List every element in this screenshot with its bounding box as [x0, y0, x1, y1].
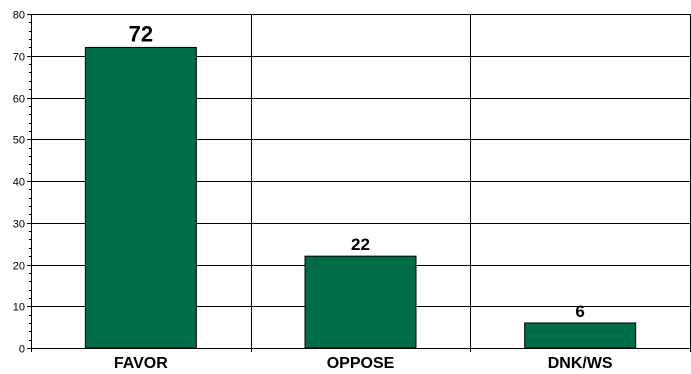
- data-label: 22: [351, 235, 370, 254]
- axes: [27, 14, 32, 349]
- y-tick-label: 70: [13, 52, 25, 64]
- x-tick-label: FAVOR: [114, 355, 168, 372]
- data-label: 6: [575, 302, 584, 321]
- y-tick-label: 50: [13, 135, 25, 147]
- y-tick-label: 0: [19, 344, 25, 356]
- y-tick-label: 20: [13, 261, 25, 273]
- y-tick-label: 80: [13, 10, 25, 22]
- x-tick-label: OPPOSE: [327, 355, 395, 372]
- x-tick-label: DNK/WS: [548, 355, 613, 372]
- bar-oppose: [304, 255, 417, 349]
- data-label: 72: [129, 21, 153, 46]
- bars: [84, 46, 637, 349]
- y-tick-label: 40: [13, 177, 25, 189]
- y-tick-label: 30: [13, 219, 25, 231]
- y-tick-label: 10: [13, 302, 25, 314]
- y-tick-label: 60: [13, 94, 25, 106]
- bar-dnk-ws: [524, 322, 637, 349]
- labels: 0 10 20 30 40 50 60 70 80 FAVOR 72 OPPOSE 22 DNK/WS 6: [13, 10, 613, 373]
- bar-favor: [84, 46, 197, 349]
